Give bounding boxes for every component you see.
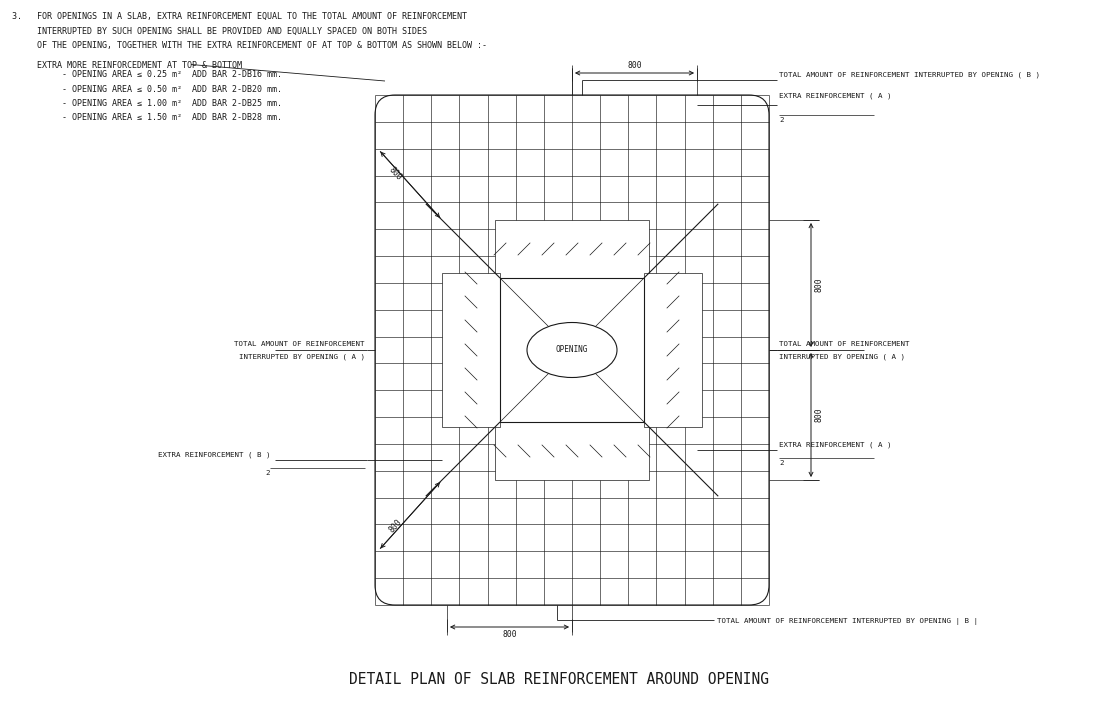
Text: 800: 800 <box>387 166 404 182</box>
Text: DETAIL PLAN OF SLAB REINFORCEMENT AROUND OPENING: DETAIL PLAN OF SLAB REINFORCEMENT AROUND… <box>349 672 769 687</box>
Text: 800: 800 <box>502 630 517 639</box>
Text: 2: 2 <box>779 460 784 466</box>
FancyBboxPatch shape <box>375 95 769 605</box>
Text: - OPENING AREA ≤ 1.50 m²  ADD BAR 2-DB28 mm.: - OPENING AREA ≤ 1.50 m² ADD BAR 2-DB28 … <box>12 114 282 122</box>
Text: EXTRA REINFORCEMENT ( B ): EXTRA REINFORCEMENT ( B ) <box>158 452 271 458</box>
Text: TOTAL AMOUNT OF REINFORCEMENT INTERRUPTED BY OPENING ( B ): TOTAL AMOUNT OF REINFORCEMENT INTERRUPTE… <box>779 71 1040 78</box>
Bar <box>644 273 702 427</box>
Text: OPENING: OPENING <box>556 346 588 354</box>
Text: INTERRUPTED BY OPENING ( A ): INTERRUPTED BY OPENING ( A ) <box>239 353 364 359</box>
Ellipse shape <box>527 322 617 378</box>
Text: EXTRA REINFORCEMENT ( A ): EXTRA REINFORCEMENT ( A ) <box>779 441 891 448</box>
Text: EXTRA MORE REINFORCEDMENT AT TOP & BOTTOM: EXTRA MORE REINFORCEDMENT AT TOP & BOTTO… <box>12 61 241 69</box>
Text: TOTAL AMOUNT OF REINFORCEMENT: TOTAL AMOUNT OF REINFORCEMENT <box>779 341 910 347</box>
Bar <box>495 422 650 480</box>
Bar <box>500 278 644 422</box>
Text: 2: 2 <box>265 470 271 476</box>
Text: 3.   FOR OPENINGS IN A SLAB, EXTRA REINFORCEMENT EQUAL TO THE TOTAL AMOUNT OF RE: 3. FOR OPENINGS IN A SLAB, EXTRA REINFOR… <box>12 12 467 21</box>
Bar <box>495 220 650 278</box>
Text: - OPENING AREA ≤ 0.50 m²  ADD BAR 2-DB20 mm.: - OPENING AREA ≤ 0.50 m² ADD BAR 2-DB20 … <box>12 85 282 93</box>
Bar <box>442 273 500 427</box>
Text: OF THE OPENING, TOGETHER WITH THE EXTRA REINFORCEMENT OF AT TOP & BOTTOM AS SHOW: OF THE OPENING, TOGETHER WITH THE EXTRA … <box>12 41 487 50</box>
Text: 2: 2 <box>779 117 784 123</box>
Text: 800: 800 <box>387 518 404 534</box>
Text: TOTAL AMOUNT OF REINFORCEMENT INTERRUPTED BY OPENING | B |: TOTAL AMOUNT OF REINFORCEMENT INTERRUPTE… <box>717 618 978 625</box>
Text: TOTAL AMOUNT OF REINFORCEMENT: TOTAL AMOUNT OF REINFORCEMENT <box>235 341 364 347</box>
Text: - OPENING AREA ≤ 0.25 m²  ADD BAR 2-DB16 mm.: - OPENING AREA ≤ 0.25 m² ADD BAR 2-DB16 … <box>12 70 282 79</box>
Text: INTERRUPTED BY OPENING ( A ): INTERRUPTED BY OPENING ( A ) <box>779 353 904 359</box>
Text: 800: 800 <box>627 61 642 70</box>
Text: 800: 800 <box>815 278 824 292</box>
Text: - OPENING AREA ≤ 1.00 m²  ADD BAR 2-DB25 mm.: - OPENING AREA ≤ 1.00 m² ADD BAR 2-DB25 … <box>12 99 282 108</box>
Text: 800: 800 <box>815 408 824 422</box>
Text: EXTRA REINFORCEMENT ( A ): EXTRA REINFORCEMENT ( A ) <box>779 93 891 99</box>
Text: INTERRUPTED BY SUCH OPENING SHALL BE PROVIDED AND EQUALLY SPACED ON BOTH SIDES: INTERRUPTED BY SUCH OPENING SHALL BE PRO… <box>12 26 427 35</box>
